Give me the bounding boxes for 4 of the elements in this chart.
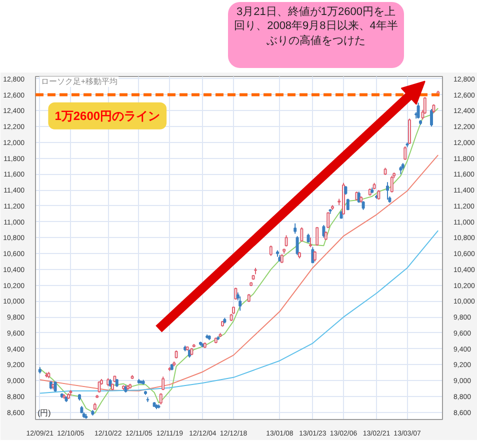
annotation: ローソク足+移動平均 (40, 76, 118, 86)
ref-line-label: 1万2600円のライン (54, 108, 160, 123)
y-axis-title: (円) (38, 408, 52, 418)
text: 3月21日、終値が1万2600円を上回り、2008年9月8日以来、4年半ぶりの高値をつけた (234, 5, 398, 48)
